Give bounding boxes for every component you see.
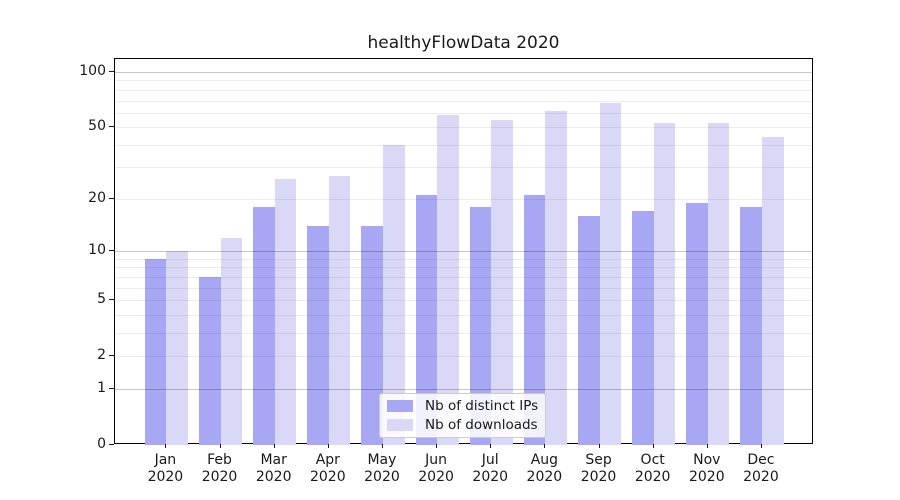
bar-nb-of-downloads-oct — [653, 122, 676, 445]
x-tick-label-jul: Jul 2020 — [472, 452, 509, 485]
y-tick-label-5: 5 — [97, 291, 106, 308]
y-tick-mark-5 — [109, 299, 114, 301]
legend-item-downloads: Nb of downloads — [387, 417, 545, 433]
x-tick-label-oct: Oct 2020 — [634, 452, 671, 485]
gridline-minor-4 — [115, 314, 812, 316]
plot-area: Nb of distinct IPs Nb of downloads — [114, 58, 813, 445]
bar-nb-of-distinct-ips-feb — [198, 276, 221, 445]
gridline-major-1 — [115, 388, 812, 390]
bar-nb-of-downloads-may — [382, 144, 405, 445]
x-tick-label-feb: Feb 2020 — [201, 452, 238, 485]
legend-label-distinct-ips: Nb of distinct IPs — [425, 398, 539, 414]
gridline-minor-5 — [115, 300, 812, 302]
y-tick-mark-50 — [109, 126, 114, 128]
bar-nb-of-distinct-ips-apr — [307, 226, 329, 445]
y-tick-label-50: 50 — [88, 118, 106, 135]
x-tick-label-jun: Jun 2020 — [418, 452, 454, 485]
y-tick-label-10: 10 — [88, 242, 106, 259]
x-tick-mark-sep — [598, 444, 600, 448]
gridline-minor-3 — [115, 332, 812, 334]
bar-nb-of-downloads-feb — [220, 237, 243, 445]
bar-nb-of-distinct-ips-jul — [469, 207, 492, 445]
x-tick-mark-nov — [706, 444, 708, 448]
x-tick-label-nov: Nov 2020 — [688, 452, 725, 485]
bar-nb-of-downloads-mar — [274, 178, 297, 445]
gridline-minor-20 — [115, 198, 812, 200]
y-tick-mark-100 — [109, 71, 114, 73]
gridline-minor-40 — [115, 144, 812, 146]
bar-nb-of-distinct-ips-jun — [415, 195, 438, 445]
bar-nb-of-distinct-ips-sep — [577, 216, 600, 445]
bar-nb-of-downloads-sep — [599, 102, 622, 445]
y-tick-label-0: 0 — [97, 436, 106, 452]
bar-nb-of-downloads-jun — [437, 115, 459, 445]
y-tick-label-2: 2 — [97, 347, 106, 364]
x-tick-mark-oct — [652, 444, 654, 448]
bar-nb-of-downloads-jan — [166, 251, 188, 445]
gridline-minor-60 — [115, 112, 812, 114]
y-tick-label-100: 100 — [79, 63, 106, 80]
bar-nb-of-downloads-dec — [761, 137, 784, 445]
x-tick-label-aug: Aug 2020 — [526, 452, 563, 485]
bar-nb-of-downloads-jul — [491, 119, 513, 445]
x-tick-label-may: May 2020 — [364, 452, 400, 485]
legend: Nb of distinct IPs Nb of downloads — [379, 393, 546, 438]
bar-nb-of-downloads-nov — [707, 122, 730, 445]
y-tick-label-1: 1 — [97, 379, 106, 396]
x-tick-label-dec: Dec 2020 — [743, 452, 779, 485]
x-tick-mark-feb — [219, 444, 221, 448]
bar-nb-of-distinct-ips-nov — [686, 202, 708, 445]
y-tick-label-20: 20 — [88, 189, 106, 206]
x-tick-mark-jan — [165, 444, 167, 448]
bar-nb-of-distinct-ips-dec — [740, 207, 762, 445]
gridline-minor-2 — [115, 356, 812, 358]
bar-nb-of-distinct-ips-may — [361, 226, 383, 445]
gridline-minor-7 — [115, 276, 812, 278]
gridline-minor-30 — [115, 167, 812, 169]
bar-nb-of-distinct-ips-aug — [523, 195, 546, 445]
y-tick-mark-2 — [109, 355, 114, 357]
x-tick-label-mar: Mar 2020 — [255, 452, 292, 485]
bar-nb-of-distinct-ips-mar — [253, 207, 275, 445]
gridline-minor-9 — [115, 258, 812, 260]
x-tick-label-apr: Apr 2020 — [309, 452, 346, 485]
x-tick-mark-jun — [436, 444, 438, 448]
gridline-minor-8 — [115, 267, 812, 269]
x-tick-mark-may — [381, 444, 383, 448]
bar-nb-of-downloads-apr — [328, 175, 351, 445]
y-tick-mark-10 — [109, 250, 114, 252]
bar-nb-of-downloads-aug — [545, 111, 567, 445]
y-tick-mark-20 — [109, 197, 114, 199]
bar-nb-of-distinct-ips-oct — [632, 211, 654, 445]
y-tick-mark-1 — [109, 387, 114, 389]
gridline-minor-80 — [115, 89, 812, 91]
gridline-minor-70 — [115, 100, 812, 102]
legend-item-distinct-ips: Nb of distinct IPs — [387, 398, 545, 414]
legend-swatch-downloads — [387, 419, 413, 431]
chart-title: healthyFlowData 2020 — [367, 33, 560, 53]
x-tick-mark-mar — [273, 444, 275, 448]
gridline-major-100 — [115, 72, 812, 74]
legend-label-downloads: Nb of downloads — [425, 417, 538, 433]
x-tick-mark-dec — [760, 444, 762, 448]
gridline-minor-6 — [115, 287, 812, 289]
x-tick-mark-aug — [544, 444, 546, 448]
legend-swatch-distinct-ips — [387, 400, 413, 412]
x-tick-mark-apr — [327, 444, 329, 448]
x-tick-label-sep: Sep 2020 — [580, 452, 617, 485]
gridline-minor-90 — [115, 80, 812, 82]
y-tick-mark-0 — [109, 444, 114, 445]
x-tick-label-jan: Jan 2020 — [147, 452, 184, 485]
x-tick-mark-jul — [490, 444, 492, 448]
gridline-major-10 — [115, 251, 812, 253]
gridline-minor-50 — [115, 127, 812, 129]
bar-nb-of-distinct-ips-jan — [144, 258, 167, 445]
